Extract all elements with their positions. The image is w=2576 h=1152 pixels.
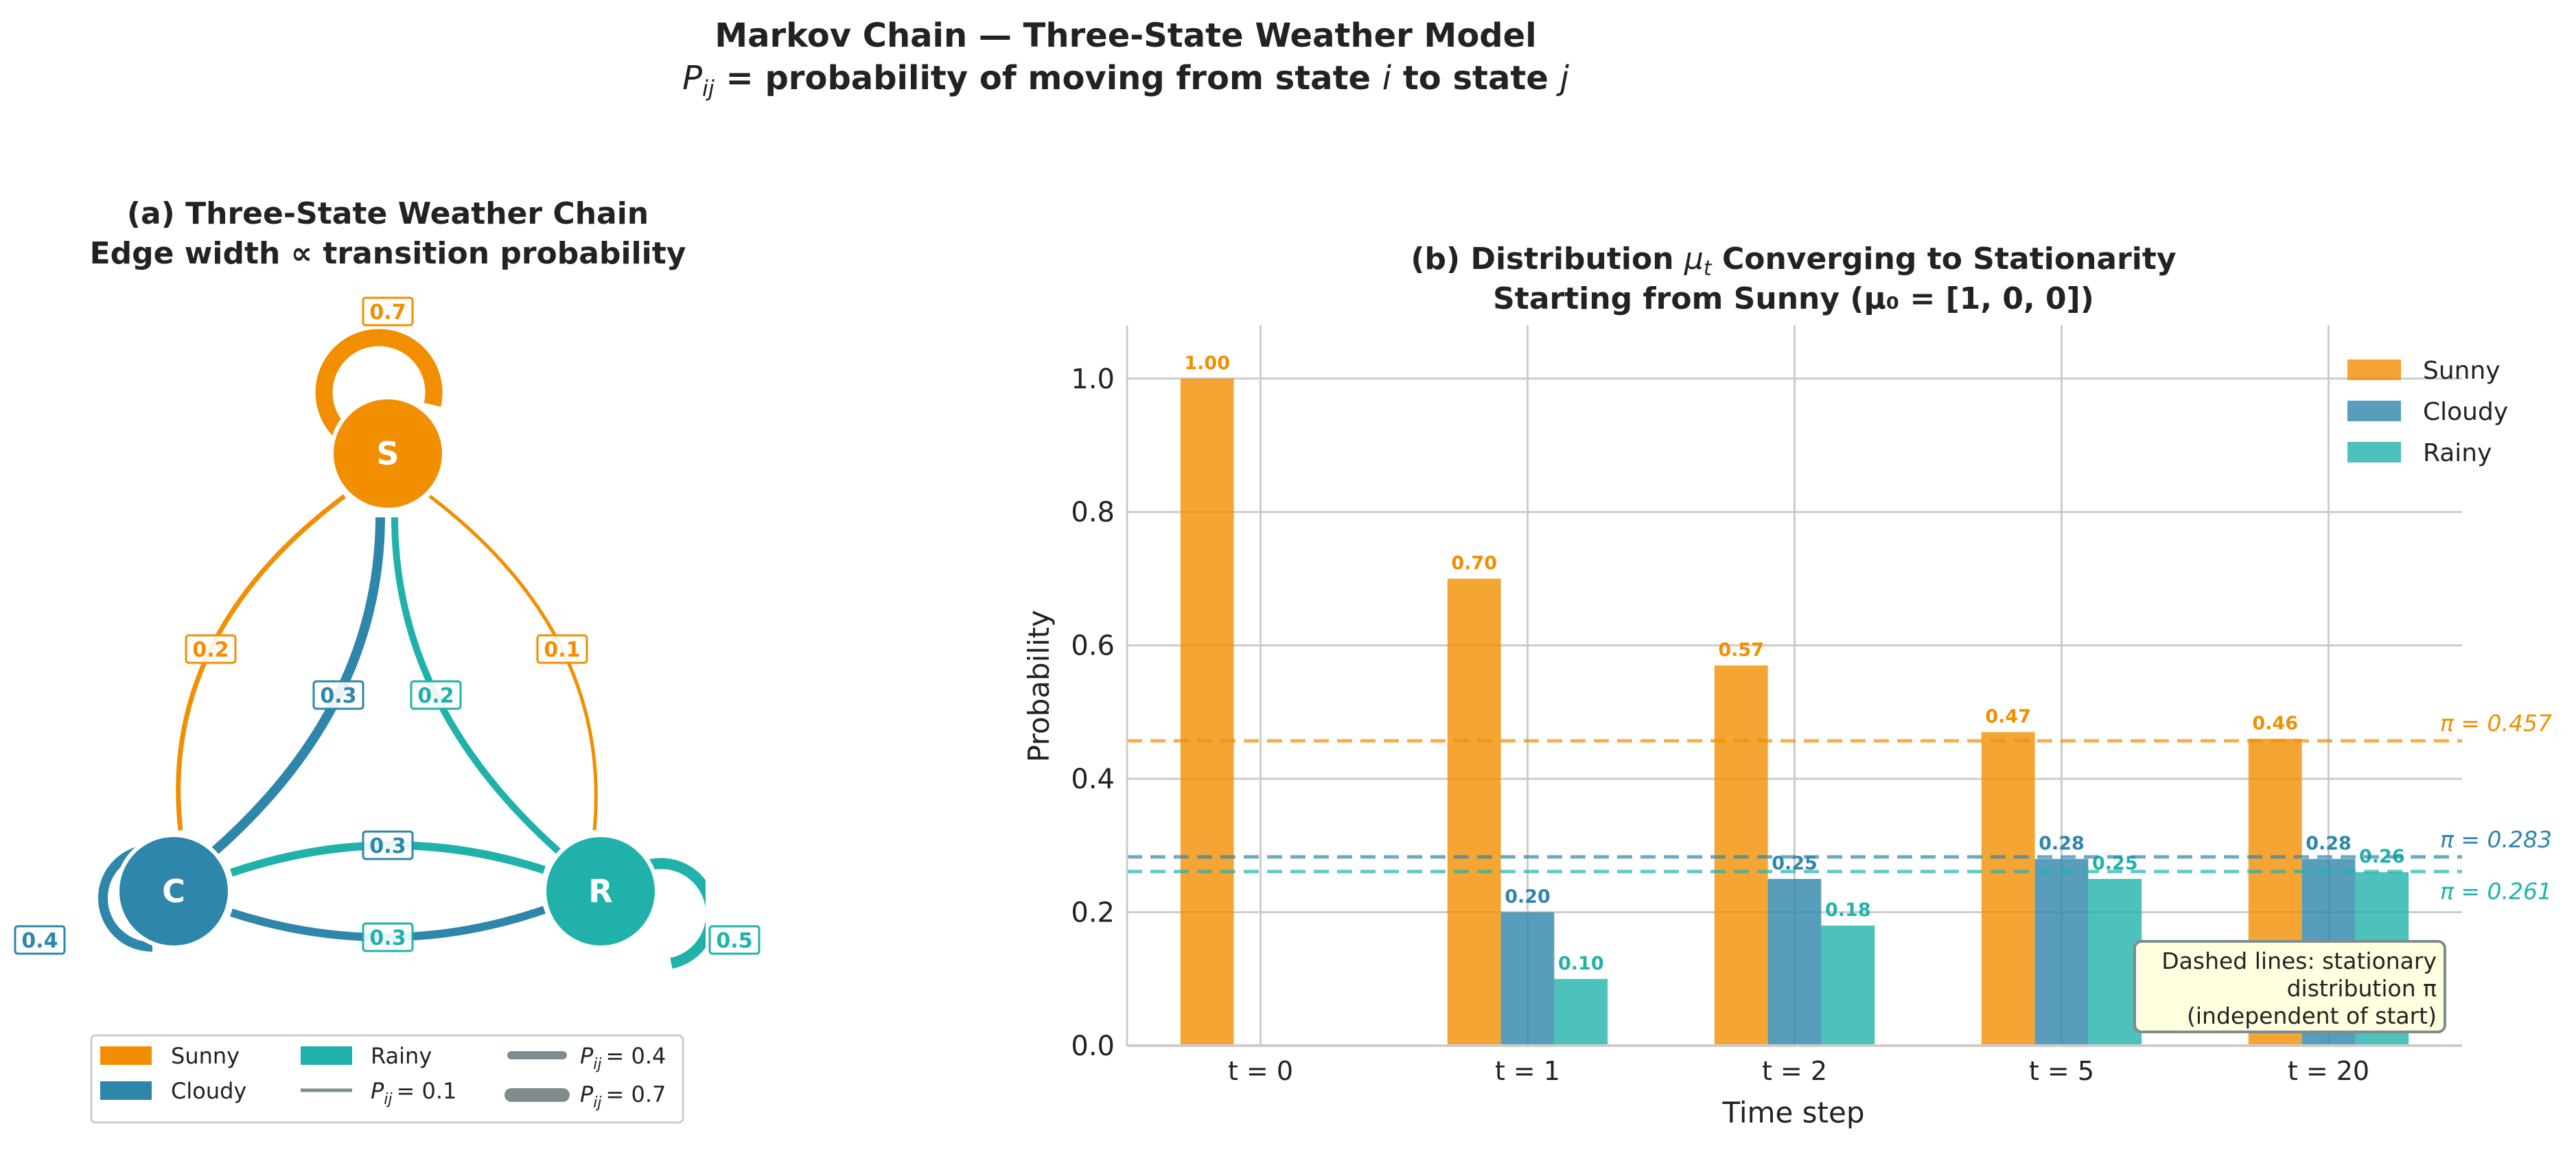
svg-text:0.5: 0.5 (716, 929, 752, 953)
legend-label-rainy: Rainy (2423, 439, 2492, 467)
legend-label-sunny: Sunny (171, 1043, 240, 1069)
edge-S-S (315, 329, 443, 447)
bar-label-sunny: 0.46 (2252, 713, 2298, 734)
x-tick-label: t = 2 (1762, 1056, 1827, 1086)
legend-label-p01: Pij = 0.1 (371, 1078, 456, 1108)
legend-swatch-sunny (100, 1046, 152, 1065)
graph-legend: Sunny Cloudy Rainy Pij = 0.1 Pij = 0.4 Pij… (90, 1034, 684, 1124)
bar-label-cloudy: 0.28 (2039, 833, 2085, 854)
x-tick-label: t = 0 (1228, 1056, 1293, 1086)
svg-text:C: C (162, 873, 185, 910)
edge-label-R-S: 0.2 (410, 680, 462, 710)
x-axis-label: Time step (1722, 1096, 1865, 1129)
svg-text:distribution π: distribution π (2287, 975, 2437, 1002)
bar-label-cloudy: 0.20 (1505, 886, 1551, 908)
y-tick-label: 0.4 (1071, 764, 1115, 795)
y-tick-label: 1.0 (1071, 364, 1115, 395)
stationary-label: π = 0.261 (2440, 878, 2552, 904)
node-rainy: R (542, 833, 659, 950)
legend-label-cloudy: Cloudy (171, 1078, 246, 1104)
svg-text:0.2: 0.2 (192, 638, 229, 662)
svg-text:0.7: 0.7 (369, 301, 406, 325)
x-tick-label: t = 5 (2029, 1056, 2094, 1086)
svg-text:0.3: 0.3 (320, 684, 356, 708)
edge-label-C-R: 0.3 (362, 922, 414, 952)
bar-label-rainy: 0.10 (1558, 953, 1604, 974)
figure-title: Markov Chain — Three-State Weather Model (715, 16, 1536, 55)
edge-label-S-C: 0.2 (185, 634, 237, 664)
legend-label-sunny: Sunny (2423, 357, 2500, 385)
bar-label-sunny: 1.00 (1184, 353, 1230, 374)
x-tick-label: t = 1 (1495, 1056, 1560, 1086)
bar-rainy (1821, 926, 1875, 1046)
y-tick-label: 0.2 (1071, 897, 1115, 929)
legend-swatch-rainy (301, 1046, 352, 1065)
bar-label-sunny: 0.47 (1985, 706, 2031, 727)
y-axis-label: Probability (1022, 610, 1056, 762)
edge-label-C-C: 0.4 (14, 925, 66, 955)
stationary-annotation: Dashed lines: stationary distribution π … (2133, 940, 2446, 1033)
bar-rainy (1554, 978, 1608, 1046)
edge-R-R (649, 858, 706, 969)
node-cloudy: C (115, 833, 232, 950)
svg-text:0.2: 0.2 (417, 684, 454, 708)
svg-text:0.3: 0.3 (369, 834, 406, 858)
bar-sunny (1180, 378, 1234, 1046)
legend-label-p07: Pij = 0.7 (580, 1081, 666, 1112)
y-tick-label: 0.0 (1071, 1031, 1115, 1062)
markov-graph-panel: (a) Three-State Weather Chain Edge width… (14, 196, 761, 1124)
edge-label-C-S: 0.3 (312, 680, 364, 710)
bar-rainy (2088, 878, 2142, 1046)
edge-label-S-R: 0.1 (536, 634, 588, 664)
bar-cloudy (2034, 858, 2089, 1046)
x-tick-label: t = 20 (2288, 1056, 2369, 1086)
svg-text:(independent of start): (independent of start) (2187, 1002, 2437, 1029)
bar-cloudy (1500, 912, 1555, 1046)
svg-text:0.4: 0.4 (21, 929, 58, 953)
bar-sunny (1981, 732, 2035, 1046)
svg-text:R: R (588, 873, 612, 910)
legend-swatch-rainy (2347, 442, 2401, 462)
svg-text:0.1: 0.1 (544, 638, 580, 662)
node-sunny: S (329, 395, 446, 512)
bar-cloudy (1767, 878, 1822, 1046)
edge-label-R-R: 0.5 (708, 925, 761, 955)
y-tick-label: 0.6 (1071, 631, 1115, 662)
edge-label-S-S: 0.7 (362, 296, 414, 327)
chart-title: (b) Distribution μt Converging to Statio… (1411, 242, 2176, 281)
legend-swatch-cloudy (100, 1081, 152, 1100)
bar-label-rainy: 0.18 (1825, 900, 1871, 921)
bar-sunny (1447, 578, 1501, 1046)
stationary-label: π = 0.457 (2440, 710, 2552, 737)
svg-text:0.3: 0.3 (369, 926, 406, 950)
chart-legend: Sunny Cloudy Rainy (2347, 357, 2508, 467)
legend-swatch-cloudy (2347, 401, 2401, 421)
y-tick-label: 0.8 (1071, 497, 1115, 528)
bar-label-sunny: 0.70 (1451, 552, 1497, 574)
stationary-label: π = 0.283 (2440, 826, 2552, 853)
edge-label-R-C: 0.3 (362, 830, 414, 860)
figure-subtitle: Pij = probability of moving from state i… (682, 59, 1570, 102)
svg-text:Dashed lines: stationary: Dashed lines: stationary (2161, 948, 2437, 974)
legend-swatch-sunny (2347, 360, 2401, 380)
svg-text:S: S (376, 435, 399, 472)
legend-label-rainy: Rainy (371, 1043, 432, 1069)
bar-label-sunny: 0.57 (1718, 639, 1764, 661)
legend-label-cloudy: Cloudy (2423, 398, 2508, 426)
legend-label-p04: Pij = 0.4 (580, 1043, 666, 1073)
bar-label-cloudy: 0.28 (2306, 833, 2352, 854)
graph-subtitle: Edge width ∝ transition probability (90, 236, 686, 271)
chart-subtitle: Starting from Sunny (μ₀ = [1, 0, 0]) (1493, 281, 2094, 316)
bar-chart-panel: (b) Distribution μt Converging to Statio… (1022, 242, 2552, 1129)
graph-title: (a) Three-State Weather Chain (127, 196, 649, 231)
